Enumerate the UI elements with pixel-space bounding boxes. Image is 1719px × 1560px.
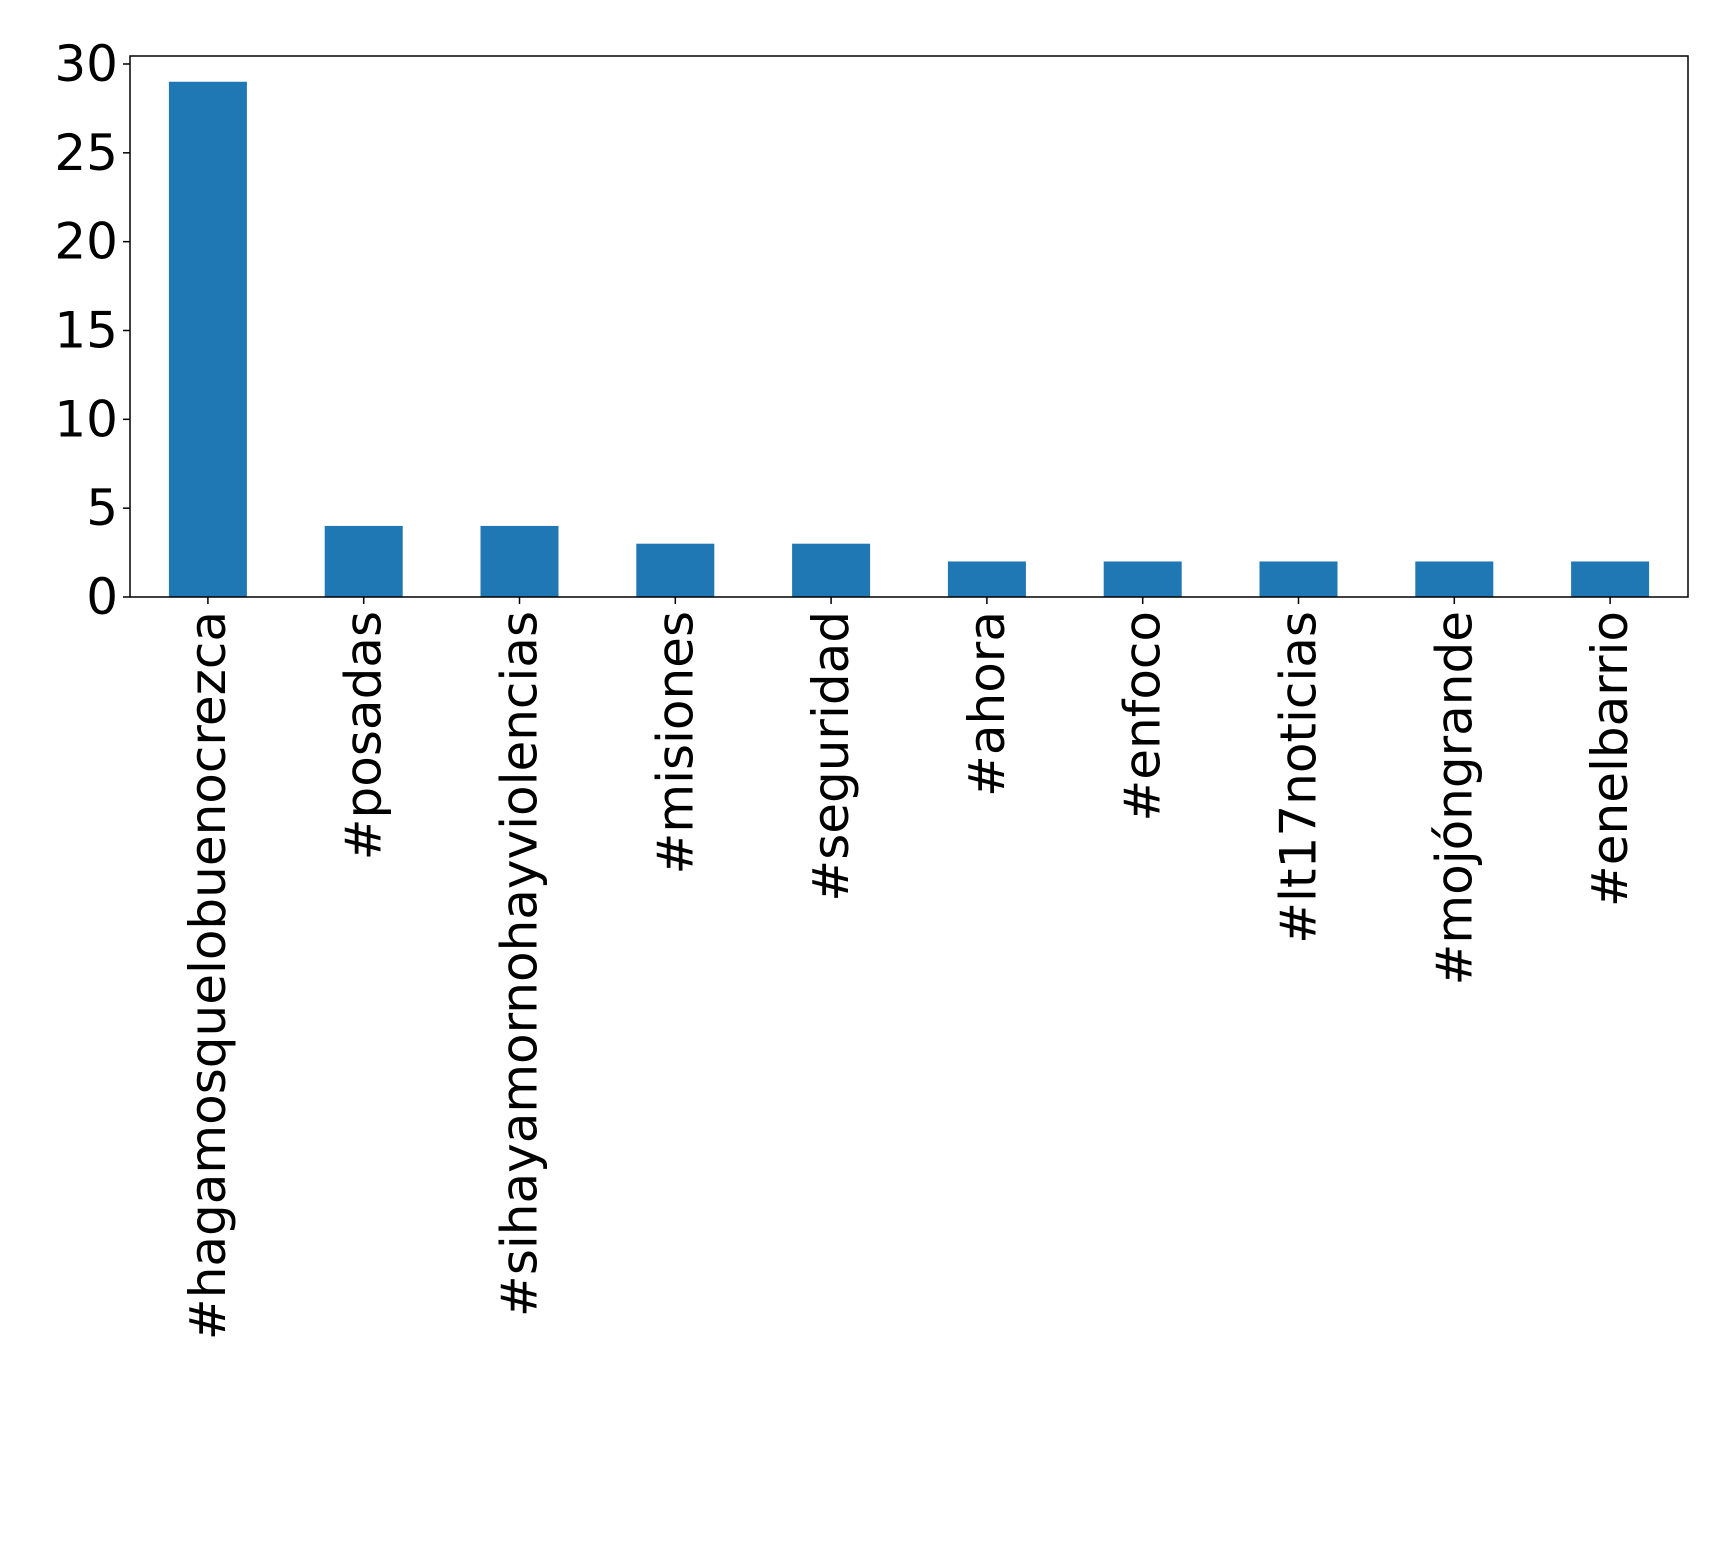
- x-tick-label: #enfoco: [1114, 611, 1172, 822]
- y-tick-label: 30: [54, 35, 118, 93]
- plot-frame: [129, 55, 1689, 598]
- x-axis: #hagamosquelobuenocrezca #posadas #sihayam…: [179, 597, 1639, 1340]
- bar: [1571, 561, 1650, 597]
- bar: [636, 543, 715, 597]
- bar: [480, 525, 559, 597]
- y-axis: 0 5 10 15 20 25 30: [54, 35, 130, 626]
- y-tick-label: 25: [54, 124, 118, 182]
- y-tick-label: 10: [54, 390, 118, 448]
- x-tick-label: #misiones: [646, 611, 704, 875]
- x-tick-label: #sihayamornohayviolencias: [491, 611, 549, 1317]
- bar: [324, 525, 403, 597]
- y-tick-label: 20: [54, 213, 118, 271]
- y-tick-label: 15: [54, 301, 118, 359]
- bar: [1259, 561, 1338, 597]
- y-tick-label: 5: [86, 479, 118, 537]
- bar: [168, 81, 247, 597]
- x-tick-label: #ahora: [958, 611, 1016, 797]
- x-tick-label: #seguridad: [802, 611, 860, 902]
- x-tick-label: #enelbarrio: [1581, 611, 1639, 907]
- bars-layer: [168, 81, 1650, 597]
- x-tick-label: #hagamosquelobuenocrezca: [179, 611, 237, 1340]
- bar: [947, 561, 1026, 597]
- x-tick-label: #mojóngrande: [1425, 611, 1483, 986]
- bar: [1103, 561, 1182, 597]
- y-tick-label: 0: [86, 568, 118, 626]
- x-tick-label: #lt17noticias: [1270, 611, 1328, 944]
- bar: [792, 543, 871, 597]
- x-tick-label: #posadas: [335, 611, 393, 860]
- bar: [1415, 561, 1494, 597]
